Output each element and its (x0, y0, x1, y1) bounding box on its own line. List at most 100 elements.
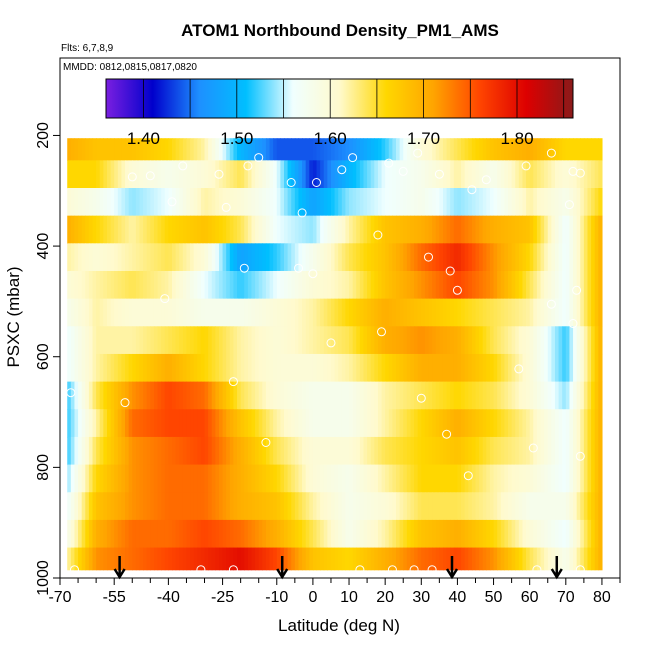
heatmap-cell (533, 381, 538, 410)
heatmap-cell (392, 409, 397, 438)
heatmap-cell (432, 215, 437, 244)
heatmap-cell (381, 138, 386, 161)
heatmap-cell (388, 243, 393, 272)
heatmap-cell (294, 436, 300, 466)
heatmap-cell (493, 215, 498, 244)
heatmap-cell (240, 188, 245, 217)
heatmap-cell (370, 381, 375, 410)
heatmap-cell (399, 436, 404, 466)
heatmap-cell (406, 409, 412, 438)
heatmap-cell (208, 381, 213, 410)
heatmap-cell (81, 436, 86, 466)
heatmap-cell (500, 270, 505, 300)
heatmap-cell (143, 409, 148, 438)
heatmap-cell (526, 298, 531, 327)
heatmap-cell (414, 326, 419, 355)
heatmap-cell (533, 298, 538, 327)
heatmap-cell (479, 270, 484, 300)
heatmap-cell (74, 188, 79, 217)
heatmap-cell (132, 215, 137, 244)
heatmap-cell (117, 381, 123, 410)
heatmap-cell (446, 188, 451, 217)
heatmap-cell (88, 215, 94, 244)
heatmap-cell (258, 243, 263, 272)
heatmap-cell (450, 215, 455, 244)
heatmap-cell (168, 547, 173, 571)
heatmap-cell (255, 519, 260, 549)
heatmap-cell (453, 547, 459, 571)
heatmap-cell (190, 353, 195, 383)
heatmap-cell (78, 464, 83, 493)
heatmap-cell (81, 381, 86, 410)
heatmap-cell (565, 270, 571, 300)
heatmap-cell (569, 519, 574, 549)
heatmap-cell (486, 188, 491, 217)
heatmap-cell (255, 492, 260, 521)
heatmap-cell (522, 298, 527, 327)
heatmap-cell (294, 519, 300, 549)
heatmap-cell (399, 270, 404, 300)
heatmap-cell (269, 353, 274, 383)
heatmap-cell (215, 270, 220, 300)
heatmap-cell (511, 547, 516, 571)
heatmap-cell (580, 492, 585, 521)
heatmap-cell (273, 160, 278, 189)
heatmap-cell (377, 188, 383, 217)
heatmap-cell (374, 492, 379, 521)
heatmap-cell (439, 381, 444, 410)
heatmap-cell (240, 353, 245, 383)
heatmap-cell (598, 353, 603, 383)
heatmap-cell (161, 243, 166, 272)
heatmap-cell (172, 298, 177, 327)
heatmap-cell (374, 353, 379, 383)
heatmap-cell (442, 243, 448, 272)
heatmap-cell (106, 298, 112, 327)
x-tick-label: 30 (412, 589, 430, 606)
heatmap-cell (218, 270, 224, 300)
heatmap-cell (385, 519, 390, 549)
heatmap-cell (269, 188, 274, 217)
heatmap-cell (200, 464, 206, 493)
heatmap-cell (218, 138, 224, 161)
heatmap-cell (493, 353, 498, 383)
heatmap-cell (518, 270, 524, 300)
heatmap-cell (200, 270, 206, 300)
heatmap-cell (99, 138, 104, 161)
heatmap-cell (233, 298, 238, 327)
heatmap-cell (551, 409, 556, 438)
heatmap-cell (78, 326, 83, 355)
heatmap-cell (352, 243, 357, 272)
heatmap-cell (103, 160, 108, 189)
heatmap-cell (280, 353, 285, 383)
heatmap-cell (287, 160, 292, 189)
heatmap-cell (197, 215, 202, 244)
heatmap-cell (110, 353, 115, 383)
heatmap-cell (172, 138, 177, 161)
heatmap-cell (338, 298, 343, 327)
heatmap-cell (298, 519, 303, 549)
heatmap-cell (511, 519, 516, 549)
sample-marker (214, 169, 224, 179)
heatmap-cell (316, 409, 321, 438)
heatmap-cell (85, 519, 90, 549)
heatmap-cell (74, 409, 79, 438)
heatmap-cell (464, 436, 469, 466)
heatmap-cell (186, 519, 191, 549)
heatmap-cell (536, 519, 542, 549)
heatmap-cell (197, 519, 202, 549)
heatmap-cell (273, 243, 278, 272)
heatmap-cell (442, 160, 448, 189)
heatmap-cell (312, 353, 318, 383)
heatmap-cell (363, 138, 368, 161)
heatmap-cell (168, 160, 173, 189)
heatmap-cell (598, 215, 603, 244)
heatmap-cell (309, 138, 314, 161)
heatmap-cell (284, 353, 289, 383)
heatmap-cell (421, 492, 426, 521)
heatmap-cell (392, 353, 397, 383)
heatmap-cell (172, 188, 177, 217)
heatmap-cell (471, 519, 477, 549)
heatmap-cell (121, 547, 126, 571)
heatmap-cell (504, 492, 509, 521)
heatmap-cell (157, 492, 162, 521)
